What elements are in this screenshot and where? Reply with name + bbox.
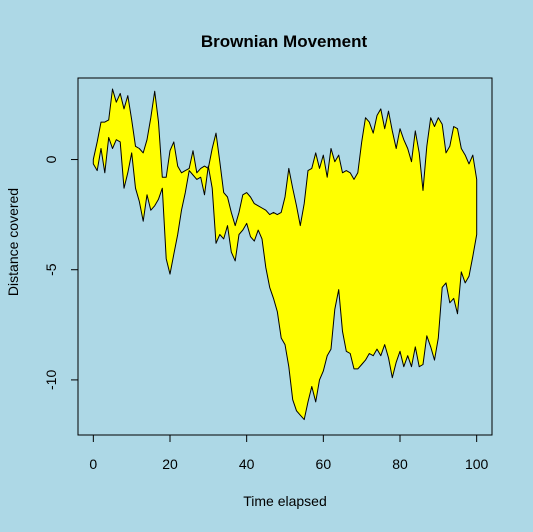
x-tick-label: 80 <box>392 456 408 472</box>
chart-title: Brownian Movement <box>201 32 368 51</box>
x-tick-label: 0 <box>89 456 97 472</box>
x-tick-label: 40 <box>239 456 255 472</box>
x-tick-label: 60 <box>316 456 332 472</box>
y-axis: 0 -5 -10 <box>43 155 79 390</box>
plot-area <box>92 88 478 421</box>
area-fill-series <box>92 88 478 421</box>
y-tick-label: -10 <box>43 370 59 390</box>
x-tick-label: 20 <box>162 456 178 472</box>
x-tick-label: 100 <box>465 456 489 472</box>
y-tick-label: -5 <box>43 263 59 276</box>
y-axis-label: Distance covered <box>5 188 21 296</box>
x-axis: 0 20 40 60 80 100 <box>89 434 489 472</box>
x-axis-label: Time elapsed <box>243 493 327 509</box>
y-tick-label: 0 <box>43 155 59 163</box>
